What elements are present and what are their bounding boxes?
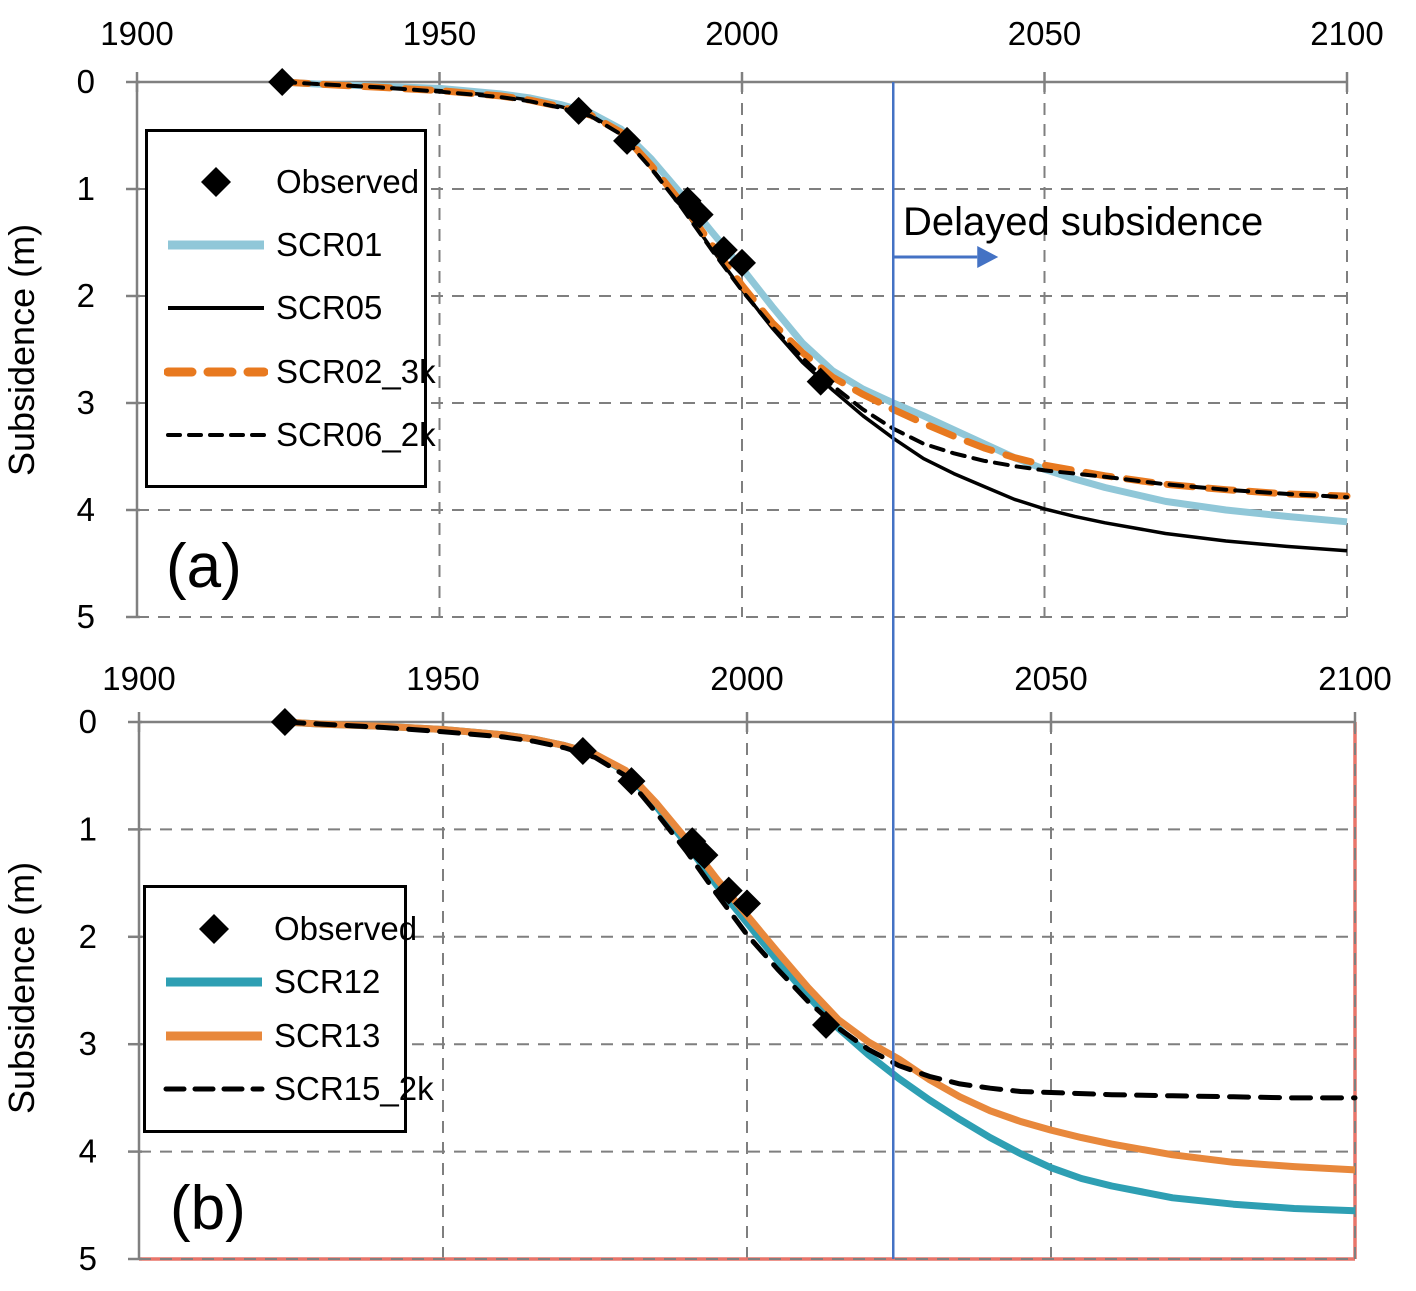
SCR05-line-swatch-icon	[164, 298, 268, 318]
legend-panel-a: Observed SCR01 SCR05 SCR02_3k SCR06_2k	[145, 129, 436, 488]
legend-item-label: SCR02_3k	[276, 352, 436, 390]
panel-b-series-SCR15_2k	[282, 719, 1358, 1101]
panel-a-ytick-label-0: 0	[77, 63, 95, 100]
observed-diamond-icon	[164, 165, 268, 199]
panel-a-ytick-label-1: 1	[77, 170, 95, 207]
panel-a-ytick-label-3: 3	[77, 384, 95, 421]
panel-a-xtick-label-2100: 2100	[1310, 15, 1383, 52]
panel-a-xtick-label-1950: 1950	[403, 15, 476, 52]
legend-item-label: SCR12	[274, 963, 381, 1001]
panel-b-ytick-label-2: 2	[79, 918, 97, 955]
panel-b-xtick-label-1900: 1900	[102, 660, 175, 697]
panel-b-observed-point	[568, 736, 597, 765]
legend-item-label: SCR01	[276, 226, 383, 264]
legend-item-SCR15_2k: SCR15_2k	[162, 1070, 434, 1108]
legend-item-SCR12: SCR12	[162, 963, 400, 1001]
panel-b-xtick-label-2100: 2100	[1318, 660, 1391, 697]
panel-b-y-axis-title: Subsidence (m)	[1, 862, 42, 1114]
SCR12-line-swatch-icon	[162, 972, 266, 992]
legend-item-label: Observed	[274, 909, 418, 947]
annotation-delayed-subsidence: Delayed subsidence	[903, 200, 1264, 244]
panel-a-series-SCR05	[282, 80, 1348, 553]
legend-item-label: SCR05	[276, 289, 383, 327]
panel-a-observed-point	[268, 68, 297, 96]
panel-b-series-SCR13	[284, 718, 1356, 1174]
panel-b-xtick-label-1950: 1950	[406, 660, 479, 697]
legend-item-SCR13: SCR13	[162, 1017, 400, 1055]
panel-b-xtick-label-2050: 2050	[1014, 660, 1087, 697]
panel-a-ytick-label-5: 5	[77, 598, 95, 635]
panel-b-ytick-label-1: 1	[79, 810, 97, 847]
panel-b-ytick-label-3: 3	[79, 1025, 97, 1062]
observed-diamond-icon	[162, 912, 266, 946]
legend-item-SCR05: SCR05	[164, 289, 420, 327]
panel-b-observed-point	[690, 841, 719, 870]
legend-item-Observed: Observed	[164, 163, 420, 201]
legend-item-Observed: Observed	[162, 910, 417, 948]
legend-panel-b: Observed SCR12 SCR13 SCR15_2k	[143, 885, 434, 1133]
panel-b-series-SCR12	[284, 718, 1356, 1215]
panel-b-ytick-label-0: 0	[79, 703, 97, 740]
panel-a-observed-point	[685, 200, 714, 229]
panel-b-ytick-label-4: 4	[79, 1133, 97, 1170]
legend-item-label: Observed	[276, 163, 420, 201]
panel-b-observed-point	[617, 767, 646, 796]
panel-b-letter: (b)	[170, 1174, 246, 1243]
legend-item-label: SCR06_2k	[276, 415, 436, 453]
panel-b-observed-point	[733, 889, 761, 918]
SCR01-line-swatch-icon	[164, 235, 268, 255]
panel-a-xtick-label-1900: 1900	[100, 15, 173, 52]
legend-item-label: SCR15_2k	[274, 1070, 434, 1108]
panel-a-observed-point	[806, 367, 835, 396]
SCR06_2k-line-swatch-icon	[164, 425, 268, 445]
panel-a-y-axis-title: Subsidence (m)	[1, 224, 42, 476]
panel-b-xtick-label-2000: 2000	[710, 660, 783, 697]
panel-a-observed-point	[709, 235, 738, 264]
panel-a-series-SCR02_3k	[278, 78, 1351, 500]
panel-a-observed-point	[613, 126, 642, 155]
panel-b-ytick-label-5: 5	[79, 1240, 97, 1277]
legend-item-SCR01: SCR01	[164, 226, 420, 264]
panel-a-ytick-label-4: 4	[77, 491, 95, 528]
legend-item-SCR02_3k: SCR02_3k	[164, 353, 436, 391]
annotation-arrow-head-icon	[977, 246, 999, 268]
panel-a-ytick-label-2: 2	[77, 277, 95, 314]
panel-a-observed-point	[728, 248, 756, 277]
panel-a-xtick-label-2000: 2000	[705, 15, 778, 52]
SCR13-line-swatch-icon	[162, 1026, 266, 1046]
panel-b-observed-point	[270, 708, 299, 736]
panel-a-observed-point	[564, 96, 593, 125]
panel-a-series-SCR01	[281, 78, 1348, 526]
legend-item-label: SCR13	[274, 1016, 381, 1054]
SCR02_3k-line-swatch-icon	[164, 362, 268, 382]
panel-a-series-SCR06_2k	[280, 80, 1349, 500]
legend-item-SCR06_2k: SCR06_2k	[164, 416, 436, 454]
panel-a-xtick-label-2050: 2050	[1008, 15, 1081, 52]
panel-b-observed-point	[812, 1010, 841, 1039]
panel-a-letter: (a)	[166, 532, 242, 601]
panel-b-observed-point	[714, 876, 743, 905]
SCR15_2k-line-swatch-icon	[162, 1079, 266, 1099]
